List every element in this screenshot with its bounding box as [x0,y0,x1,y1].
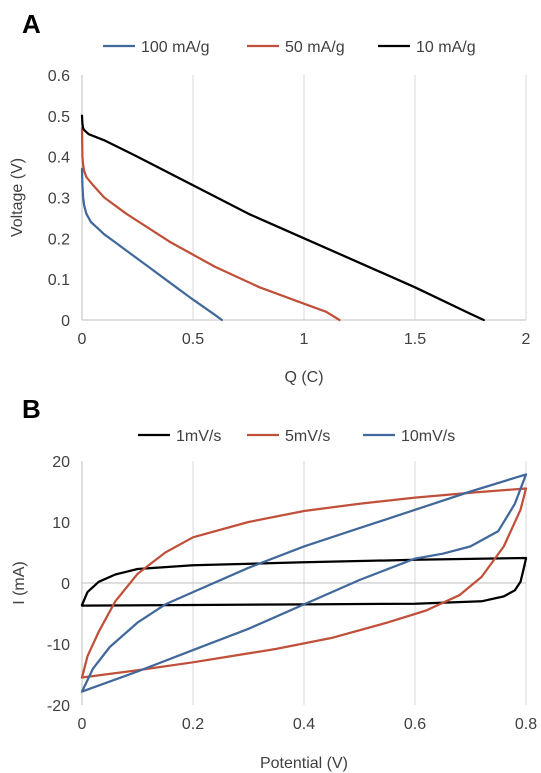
panel-label: B [22,394,41,424]
y-tick-label: 20 [52,454,70,471]
legend-label: 5mV/s [285,428,330,445]
panel-a: A 0 0.5 1 1.5 2 0 0.1 0.2 0.3 0.4 0.5 0.6 Q (C) Voltag… [9,9,531,386]
y-tick-label: -10 [47,637,70,654]
y-tick-label: 0.2 [48,231,70,248]
x-tick-label: 0 [78,331,87,348]
x-axis-title: Potential (V) [260,755,348,772]
x-tick-label: 1 [300,331,309,348]
x-tick-label: 0.5 [182,331,204,348]
y-tick-label: 0 [61,313,70,330]
legend-label: 1mV/s [176,428,221,445]
series-line-1 [80,126,341,322]
x-axis-title: Q (C) [284,369,323,386]
x-tick-label: 1.5 [404,331,426,348]
x-tick-label: 2 [522,331,531,348]
x-tick-label: 0.2 [182,716,204,733]
y-tick-label: 10 [52,515,70,532]
series-line-2 [80,473,528,693]
y-tick-label: 0.6 [48,68,70,85]
legend-label: 10 mA/g [416,39,476,56]
legend-label: 100 mA/g [141,39,209,56]
y-tick-label: 0.4 [48,150,70,167]
y-tick-label: -20 [47,698,70,715]
x-tick-label: 0.4 [293,716,315,733]
y-tick-label: 0 [61,576,70,593]
y-tick-label: 0.3 [48,191,70,208]
x-tick-label: 0.8 [515,716,537,733]
series-line-2 [80,114,485,322]
y-axis-title: I (mA) [11,561,28,605]
legend-label: 10mV/s [401,428,455,445]
series-line-1 [80,487,528,679]
panel-b: B 0 0.2 0.4 0.6 0.8 -20 -10 0 10 20 Potential (V) I … [11,394,537,772]
y-tick-label: 0.5 [48,109,70,126]
series-line-0 [80,556,528,607]
series-line-0 [80,167,224,322]
y-tick-label: 0.1 [48,272,70,289]
panel-label: A [22,9,41,39]
legend-label: 50 mA/g [285,39,345,56]
y-axis-title: Voltage (V) [9,158,26,237]
x-tick-label: 0 [78,716,87,733]
x-tick-label: 0.6 [404,716,426,733]
